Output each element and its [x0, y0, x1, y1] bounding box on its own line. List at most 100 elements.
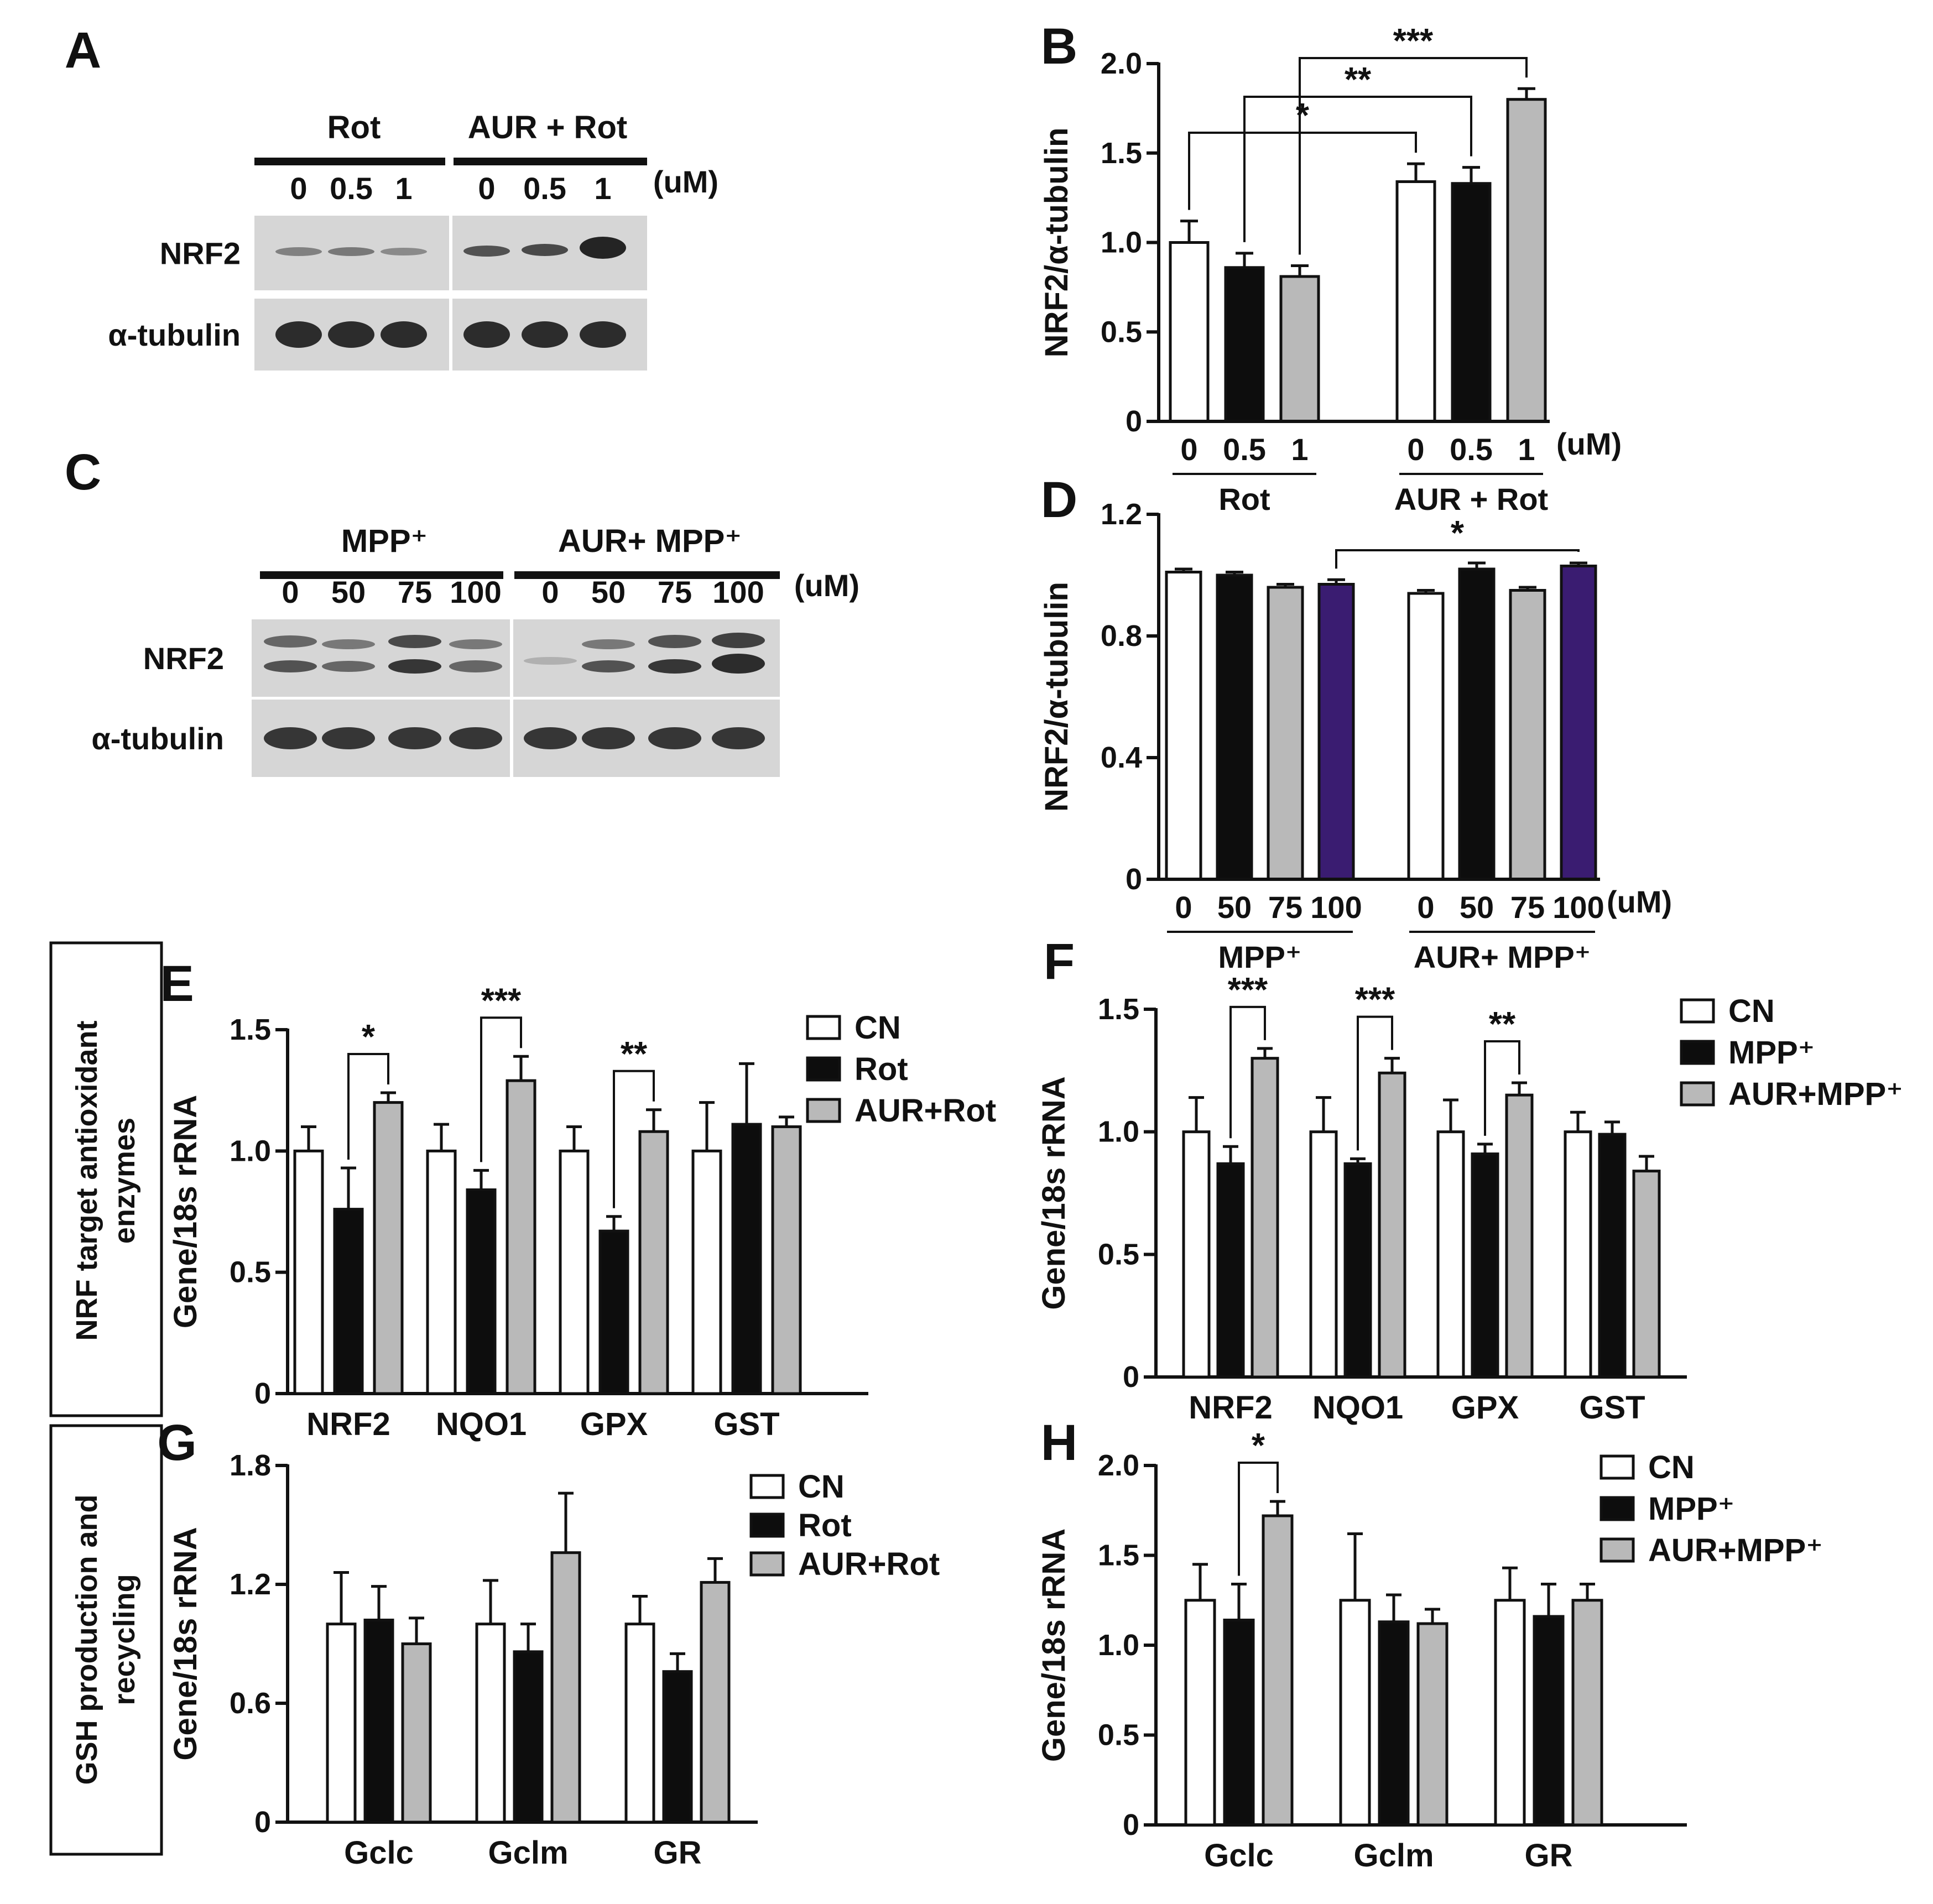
y-tick-label: 1.2 — [230, 1568, 271, 1601]
blot-row-label: NRF2 — [143, 641, 224, 676]
significance-bracket — [1229, 1005, 1266, 1139]
significance-bracket — [613, 1070, 655, 1208]
group-label: AUR+ MPP⁺ — [1414, 940, 1591, 974]
y-tick-label: 0.5 — [1098, 1719, 1139, 1752]
bar — [1343, 1162, 1372, 1379]
bar — [1169, 241, 1210, 423]
legend-label: CN — [1648, 1449, 1695, 1485]
bar — [1224, 266, 1265, 423]
bar — [1267, 586, 1304, 881]
x-tick-label: 50 — [1217, 890, 1252, 925]
y-axis-label: Gene/18s rRNA — [1036, 1076, 1072, 1310]
y-axis-label: NRF2/α-tubulin — [1039, 582, 1075, 812]
bar — [1251, 1057, 1279, 1379]
bar — [1184, 1599, 1216, 1827]
x-tick-label: 0.5 — [1223, 432, 1266, 467]
legend-swatch — [1680, 1040, 1715, 1065]
blot-row-label: α-tubulin — [91, 721, 224, 756]
y-tick-label: 0.6 — [230, 1687, 271, 1720]
blot-band — [381, 248, 427, 255]
legend-label: CN — [798, 1469, 845, 1505]
blot-group-label: MPP⁺ — [341, 523, 428, 559]
blot-band — [322, 639, 375, 649]
blot-dose-label: 75 — [398, 575, 432, 609]
significance-bracket — [1335, 549, 1580, 569]
significance-label: *** — [1393, 22, 1434, 60]
x-tick-label: GR — [654, 1835, 702, 1871]
bar — [559, 1149, 590, 1395]
bar — [1216, 1162, 1245, 1379]
panel-letter-D: D — [1041, 472, 1077, 528]
group-label: AUR + Rot — [1394, 482, 1548, 517]
bar — [1339, 1599, 1371, 1827]
blot-dose-label: 75 — [658, 575, 692, 609]
bar — [363, 1619, 394, 1824]
bar — [691, 1149, 722, 1395]
blot-band — [388, 659, 441, 674]
bar — [1505, 1093, 1534, 1379]
bar — [731, 1123, 762, 1395]
panel-letter-F: F — [1044, 933, 1075, 990]
x-tick-label: Gclc — [344, 1835, 414, 1871]
legend-swatch — [1680, 998, 1715, 1024]
y-tick-label: 1.0 — [1098, 1115, 1139, 1149]
legend-swatch — [806, 1015, 841, 1040]
blot-panel — [252, 619, 780, 697]
blot-band — [275, 247, 322, 256]
side-label-gsh: GSH production and — [70, 1495, 103, 1785]
x-tick-label: 1 — [1518, 432, 1535, 467]
blot-band — [463, 321, 510, 348]
x-tick-label: 75 — [1510, 890, 1545, 925]
bar — [466, 1188, 497, 1395]
panel-letter-H: H — [1041, 1415, 1077, 1471]
significance-bracket — [1238, 1462, 1279, 1576]
y-tick-label: 1.5 — [230, 1013, 271, 1046]
blot-dose-label: 1 — [594, 171, 611, 206]
blot-band — [264, 727, 317, 749]
blot-band — [522, 321, 568, 348]
x-tick-label: NQO1 — [1312, 1390, 1403, 1426]
bar — [1632, 1170, 1661, 1379]
y-tick-label: 0 — [1126, 405, 1142, 438]
bar — [1378, 1071, 1406, 1379]
bar — [1317, 583, 1355, 881]
legend-swatch — [806, 1056, 841, 1082]
significance-bracket — [1357, 1015, 1393, 1151]
blot-band — [264, 635, 317, 648]
y-tick-label: 0.5 — [1098, 1238, 1139, 1271]
group-label: Rot — [1218, 482, 1270, 517]
blot-band — [712, 654, 765, 674]
bar — [506, 1079, 536, 1395]
blot-unit-label: (uM) — [653, 164, 718, 199]
significance-bracket — [480, 1016, 522, 1162]
significance-bracket — [347, 1053, 389, 1160]
x-tick-label: GPX — [580, 1406, 648, 1442]
y-axis-label: Gene/18s rRNA — [168, 1527, 204, 1760]
blot-band — [275, 321, 322, 348]
bar — [1560, 565, 1597, 881]
bar — [1279, 275, 1320, 423]
x-tick-label: 0 — [1407, 432, 1424, 467]
y-tick-label: 1.0 — [1098, 1629, 1139, 1662]
x-tick-label: 75 — [1268, 890, 1302, 925]
y-tick-label: 1.0 — [1101, 226, 1142, 259]
blot-row-label: NRF2 — [160, 236, 241, 271]
y-tick-label: 1.8 — [230, 1449, 271, 1482]
y-tick-label: 1.2 — [1101, 498, 1142, 531]
y-tick-label: 0.5 — [1101, 315, 1142, 348]
legend-label: CN — [855, 1010, 901, 1046]
y-tick-label: 0.4 — [1101, 741, 1142, 774]
significance-label: * — [1252, 1427, 1265, 1465]
blot-group-label: AUR+ MPP⁺ — [558, 523, 742, 559]
bar — [598, 1229, 629, 1395]
bar — [638, 1130, 669, 1395]
bar — [1223, 1619, 1255, 1827]
blot-band — [580, 321, 626, 348]
bar — [1571, 1599, 1603, 1827]
significance-label: *** — [481, 982, 522, 1020]
side-box-nrf — [49, 941, 163, 1417]
side-label-gsh: recycling — [108, 1574, 141, 1705]
significance-bracket — [1299, 57, 1528, 255]
legend-swatch — [806, 1098, 841, 1123]
bar — [1598, 1133, 1627, 1379]
